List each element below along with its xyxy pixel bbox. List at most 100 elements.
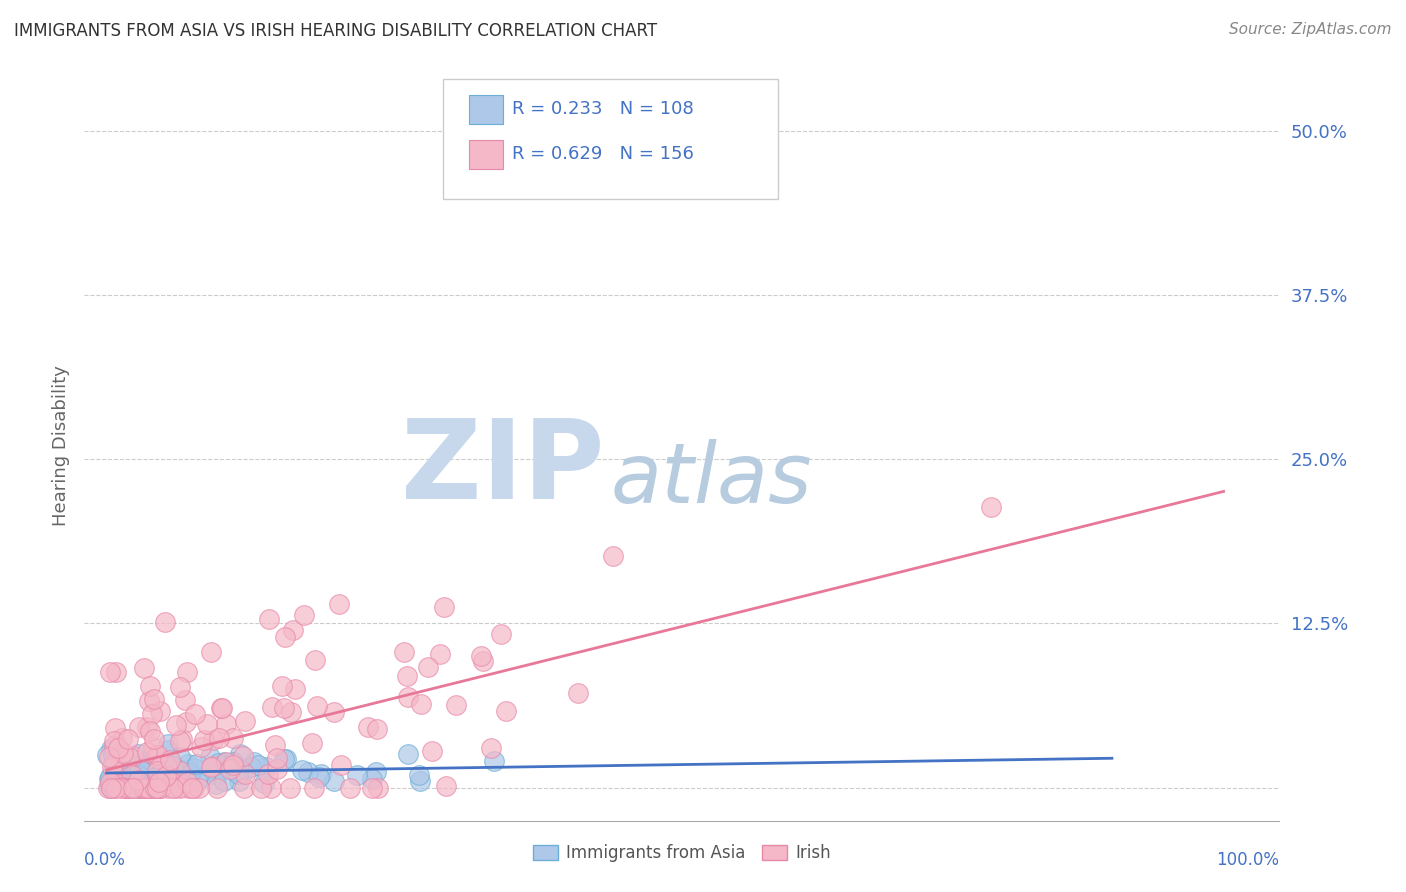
- Immigrants from Asia: [233, 764, 256, 779]
- Irish: [174, 714, 197, 729]
- Irish: [280, 705, 302, 719]
- Irish: [444, 698, 467, 712]
- Irish: [436, 780, 458, 794]
- Irish: [172, 778, 194, 792]
- Immigrants from Asia: [114, 767, 136, 781]
- Immigrants from Asia: [129, 762, 152, 776]
- Immigrants from Asia: [276, 752, 298, 766]
- Irish: [169, 733, 191, 747]
- Irish: [489, 627, 512, 641]
- Irish: [170, 780, 193, 794]
- Immigrants from Asia: [104, 777, 127, 791]
- Text: IMMIGRANTS FROM ASIA VS IRISH HEARING DISABILITY CORRELATION CHART: IMMIGRANTS FROM ASIA VS IRISH HEARING DI…: [14, 22, 657, 40]
- Immigrants from Asia: [96, 747, 118, 762]
- Immigrants from Asia: [162, 764, 184, 779]
- Irish: [250, 780, 273, 795]
- Irish: [115, 780, 138, 795]
- Immigrants from Asia: [108, 763, 131, 777]
- Irish: [567, 686, 589, 700]
- Irish: [273, 700, 295, 714]
- Irish: [190, 739, 212, 754]
- Irish: [281, 623, 304, 637]
- Irish: [104, 780, 127, 795]
- Irish: [188, 780, 211, 795]
- Irish: [160, 775, 183, 789]
- Irish: [181, 780, 204, 795]
- Immigrants from Asia: [97, 772, 120, 786]
- Immigrants from Asia: [127, 775, 149, 789]
- Irish: [366, 722, 388, 736]
- Irish: [479, 741, 502, 756]
- Irish: [103, 757, 125, 772]
- Irish: [209, 701, 232, 715]
- Irish: [104, 665, 127, 680]
- Irish: [233, 780, 256, 795]
- Irish: [176, 780, 198, 795]
- Irish: [174, 693, 197, 707]
- Immigrants from Asia: [176, 764, 198, 779]
- Irish: [201, 758, 224, 772]
- Irish: [357, 720, 380, 734]
- Immigrants from Asia: [124, 758, 146, 772]
- Immigrants from Asia: [254, 760, 277, 774]
- Immigrants from Asia: [186, 757, 208, 772]
- Irish: [195, 717, 218, 731]
- Irish: [114, 780, 136, 795]
- Irish: [138, 723, 160, 738]
- Irish: [117, 780, 139, 795]
- Immigrants from Asia: [139, 764, 162, 778]
- Immigrants from Asia: [103, 759, 125, 773]
- Immigrants from Asia: [145, 775, 167, 789]
- Immigrants from Asia: [159, 766, 181, 780]
- Immigrants from Asia: [214, 755, 236, 769]
- Immigrants from Asia: [183, 761, 205, 775]
- Immigrants from Asia: [228, 766, 250, 780]
- Irish: [361, 780, 384, 795]
- Text: R = 0.629   N = 156: R = 0.629 N = 156: [512, 145, 695, 162]
- Immigrants from Asia: [104, 764, 127, 779]
- Immigrants from Asia: [177, 756, 200, 771]
- Immigrants from Asia: [166, 777, 188, 791]
- Irish: [169, 780, 191, 795]
- Immigrants from Asia: [146, 770, 169, 784]
- Irish: [156, 780, 179, 795]
- Irish: [125, 780, 148, 795]
- Immigrants from Asia: [115, 780, 138, 795]
- Immigrants from Asia: [482, 754, 505, 768]
- Irish: [165, 780, 187, 795]
- Irish: [301, 736, 323, 750]
- Irish: [193, 733, 215, 747]
- Bar: [470, 95, 503, 124]
- Immigrants from Asia: [308, 770, 330, 784]
- Immigrants from Asia: [160, 766, 183, 780]
- Immigrants from Asia: [101, 747, 124, 762]
- Irish: [392, 644, 415, 658]
- Immigrants from Asia: [193, 770, 215, 784]
- Irish: [128, 720, 150, 734]
- Immigrants from Asia: [107, 776, 129, 790]
- Irish: [103, 780, 125, 795]
- Immigrants from Asia: [153, 763, 176, 777]
- Immigrants from Asia: [114, 762, 136, 776]
- Immigrants from Asia: [115, 774, 138, 789]
- Irish: [139, 780, 162, 795]
- Irish: [221, 731, 243, 746]
- Text: 0.0%: 0.0%: [84, 851, 127, 869]
- Irish: [142, 739, 165, 754]
- Irish: [131, 780, 153, 795]
- Irish: [495, 705, 517, 719]
- Irish: [103, 734, 125, 748]
- Immigrants from Asia: [162, 770, 184, 784]
- Immigrants from Asia: [142, 771, 165, 785]
- Immigrants from Asia: [198, 749, 221, 764]
- Irish: [127, 772, 149, 787]
- Immigrants from Asia: [205, 777, 228, 791]
- Immigrants from Asia: [156, 737, 179, 751]
- Immigrants from Asia: [205, 768, 228, 782]
- Text: ZIP: ZIP: [401, 415, 605, 522]
- Irish: [142, 732, 165, 747]
- Immigrants from Asia: [179, 767, 201, 781]
- Irish: [139, 679, 162, 693]
- Irish: [136, 780, 159, 795]
- Immigrants from Asia: [131, 758, 153, 772]
